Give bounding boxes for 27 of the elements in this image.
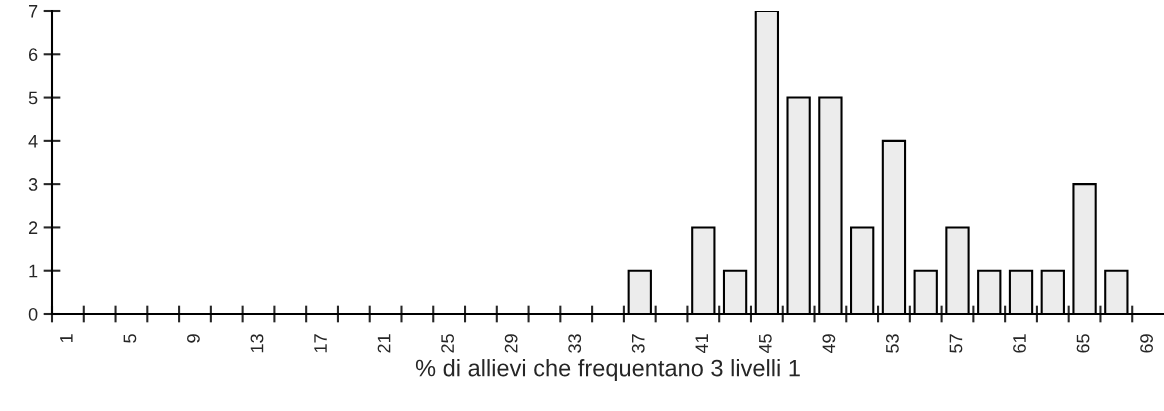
x-tick-label: 49 bbox=[822, 334, 836, 354]
x-tick-label: 25 bbox=[441, 334, 454, 353]
x-tick-label: 9 bbox=[187, 334, 200, 343]
x-tick-label: 37 bbox=[631, 334, 645, 353]
x-tick-label: 45 bbox=[759, 334, 772, 354]
y-tick-label: 6 bbox=[28, 48, 38, 62]
x-tick-label: 57 bbox=[949, 334, 963, 353]
y-tick-label: 0 bbox=[28, 307, 38, 321]
x-tick-label: 61 bbox=[1013, 334, 1026, 353]
x-tick-label: 5 bbox=[123, 334, 137, 343]
x-tick-label: 21 bbox=[377, 334, 391, 353]
x-axis-title: % di allievi che frequentano 3 livelli 1 bbox=[415, 359, 800, 382]
x-tick-label: 53 bbox=[886, 334, 899, 353]
y-tick-label: 4 bbox=[28, 134, 38, 148]
x-tick-label: 29 bbox=[504, 334, 518, 353]
y-tick-label: 1 bbox=[29, 264, 38, 278]
x-tick-label: 65 bbox=[1076, 334, 1090, 353]
x-tick-label: 41 bbox=[695, 334, 708, 354]
x-tick-label: 33 bbox=[568, 334, 582, 353]
x-tick-label: 17 bbox=[314, 334, 327, 353]
y-tick-label: 3 bbox=[28, 178, 38, 191]
x-tick-label: 1 bbox=[60, 334, 73, 343]
x-tick-label: 69 bbox=[1140, 334, 1153, 353]
y-tick-label: 2 bbox=[28, 221, 38, 234]
y-tick-label: 7 bbox=[29, 5, 38, 18]
x-tick-label: 13 bbox=[250, 334, 264, 353]
y-tick-label: 5 bbox=[28, 91, 38, 105]
